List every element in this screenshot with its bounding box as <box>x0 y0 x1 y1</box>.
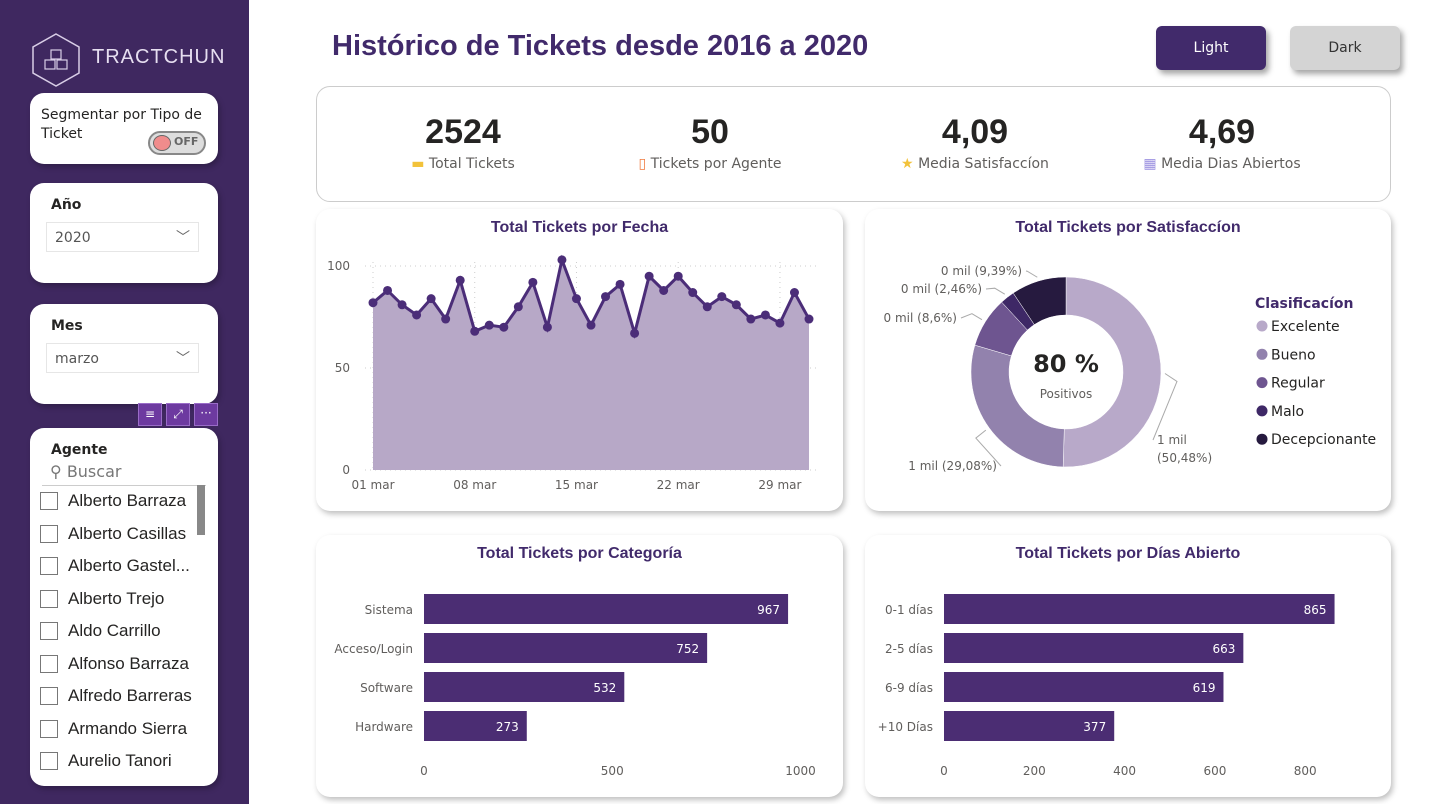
toggle-state: OFF <box>174 135 199 148</box>
agent-search[interactable]: ⚲ Buscar <box>50 462 121 481</box>
tickets-by-date-card: Total Tickets por Fecha <box>316 209 843 511</box>
year-value: 2020 <box>55 230 91 246</box>
month-value: marzo <box>55 351 99 367</box>
agent-label: Agente <box>51 442 108 458</box>
agent-list: Alberto Barraza Alberto Casillas Alberto G… <box>30 485 200 778</box>
agent-item[interactable]: Alberto Barraza <box>30 485 200 518</box>
checkbox[interactable] <box>40 589 58 608</box>
kpi-value: 4,09 <box>941 113 1009 151</box>
agent-name: Armando Sierra <box>68 718 188 738</box>
filter-icon[interactable]: ≡ <box>138 403 162 426</box>
chevron-down-icon: ﹀ <box>176 230 190 246</box>
scrollbar[interactable] <box>197 485 205 535</box>
chart-title: Total Tickets por Satisfaccíon <box>1015 219 1241 236</box>
agent-name: Alberto Casillas <box>68 523 187 543</box>
calendar-icon: ▦ <box>1143 156 1157 172</box>
agent-name: Alberto Trejo <box>68 588 165 608</box>
chevron-down-icon: ﹀ <box>176 351 190 367</box>
toggle-card: Segmentar por Tipo de Ticket OFF <box>30 93 218 164</box>
kpi-panel <box>316 86 1391 202</box>
tickets-by-satisfaction-card: Total Tickets por Satisfaccíon <box>865 209 1391 511</box>
chart-title: Total Tickets por Fecha <box>490 219 669 236</box>
month-label: Mes <box>51 318 83 334</box>
search-icon: ⚲ <box>50 462 62 481</box>
checkbox[interactable] <box>40 752 58 771</box>
checkbox[interactable] <box>40 524 58 543</box>
chart-title: Total Tickets por Categoría <box>477 545 682 562</box>
logo-icon <box>32 33 80 87</box>
kpi-card: 4,69 ▦ Media Dias Abiertos <box>1107 113 1337 172</box>
agent-item[interactable]: Alberto Casillas <box>30 518 200 551</box>
brand-name: TRACTCHUN <box>92 46 226 68</box>
light-theme-button[interactable]: Light <box>1156 26 1266 70</box>
agent-item[interactable]: Alberto Trejo <box>30 583 200 616</box>
agent-item[interactable]: Armando Sierra <box>30 713 200 746</box>
focus-mode-icon[interactable]: ⤢ <box>166 403 190 426</box>
tickets-by-days-open-card: Total Tickets por Días Abierto <box>865 535 1391 797</box>
toggle-label: Segmentar por Tipo de Ticket <box>41 107 202 142</box>
month-dropdown[interactable]: marzo ﹀ <box>46 343 199 373</box>
checkbox[interactable] <box>40 654 58 673</box>
search-placeholder: Buscar <box>66 462 122 481</box>
tickets-by-category-card: Total Tickets por Categoría <box>316 535 843 797</box>
ticket-icon: ▬ <box>411 156 425 172</box>
kpi-value: 4,69 <box>1188 113 1256 151</box>
chart-title: Total Tickets por Días Abierto <box>1015 545 1241 562</box>
kpi-card: 2524 ▬ Total Tickets <box>348 113 578 172</box>
agent-item[interactable]: Alberto Gastel... <box>30 550 200 583</box>
dark-theme-button[interactable]: Dark <box>1290 26 1400 70</box>
kpi-label: Total Tickets <box>428 156 515 172</box>
kpi-label: Media Satisfaccíon <box>918 156 1049 172</box>
segment-toggle[interactable]: OFF <box>148 131 206 155</box>
star-icon: ★ <box>901 156 914 172</box>
month-filter-card: Mes marzo ﹀ <box>30 304 218 404</box>
agent-name: Alfonso Barraza <box>68 653 189 673</box>
agent-name: Alberto Gastel... <box>68 556 190 576</box>
page-title: Histórico de Tickets desde 2016 a 2020 <box>332 30 869 62</box>
agent-item[interactable]: Aurelio Tanori <box>30 745 200 778</box>
agent-item[interactable]: Alfonso Barraza <box>30 648 200 681</box>
agent-name: Aurelio Tanori <box>68 751 172 771</box>
phone-icon: ▯ <box>638 156 647 172</box>
agent-item[interactable]: Aldo Carrillo <box>30 615 200 648</box>
kpi-value: 50 <box>691 113 729 151</box>
agent-name: Aldo Carrillo <box>68 621 161 641</box>
agent-filter-card: Agente ⚲ Buscar Alberto Barraza Alberto C… <box>30 428 218 786</box>
sidebar: TRACTCHUN Segmentar por Tipo de Ticket O… <box>0 0 249 804</box>
checkbox[interactable] <box>40 687 58 706</box>
checkbox[interactable] <box>40 557 58 576</box>
kpi-label: Tickets por Agente <box>650 156 782 172</box>
kpi-card: 50 ▯ Tickets por Agente <box>595 113 825 172</box>
agent-name: Alfredo Barreras <box>68 686 192 706</box>
year-filter-card: Año 2020 ﹀ <box>30 183 218 283</box>
agent-item[interactable]: Alfredo Barreras <box>30 680 200 713</box>
checkbox[interactable] <box>40 492 58 511</box>
kpi-label: Media Dias Abiertos <box>1161 156 1301 172</box>
checkbox[interactable] <box>40 719 58 738</box>
year-dropdown[interactable]: 2020 ﹀ <box>46 222 199 252</box>
checkbox[interactable] <box>40 622 58 641</box>
kpi-card: 4,09 ★ Media Satisfaccíon <box>860 113 1090 172</box>
more-options-icon[interactable]: ··· <box>194 403 218 426</box>
kpi-value: 2524 <box>425 113 501 151</box>
year-label: Año <box>51 197 82 213</box>
agent-name: Alberto Barraza <box>68 491 187 511</box>
